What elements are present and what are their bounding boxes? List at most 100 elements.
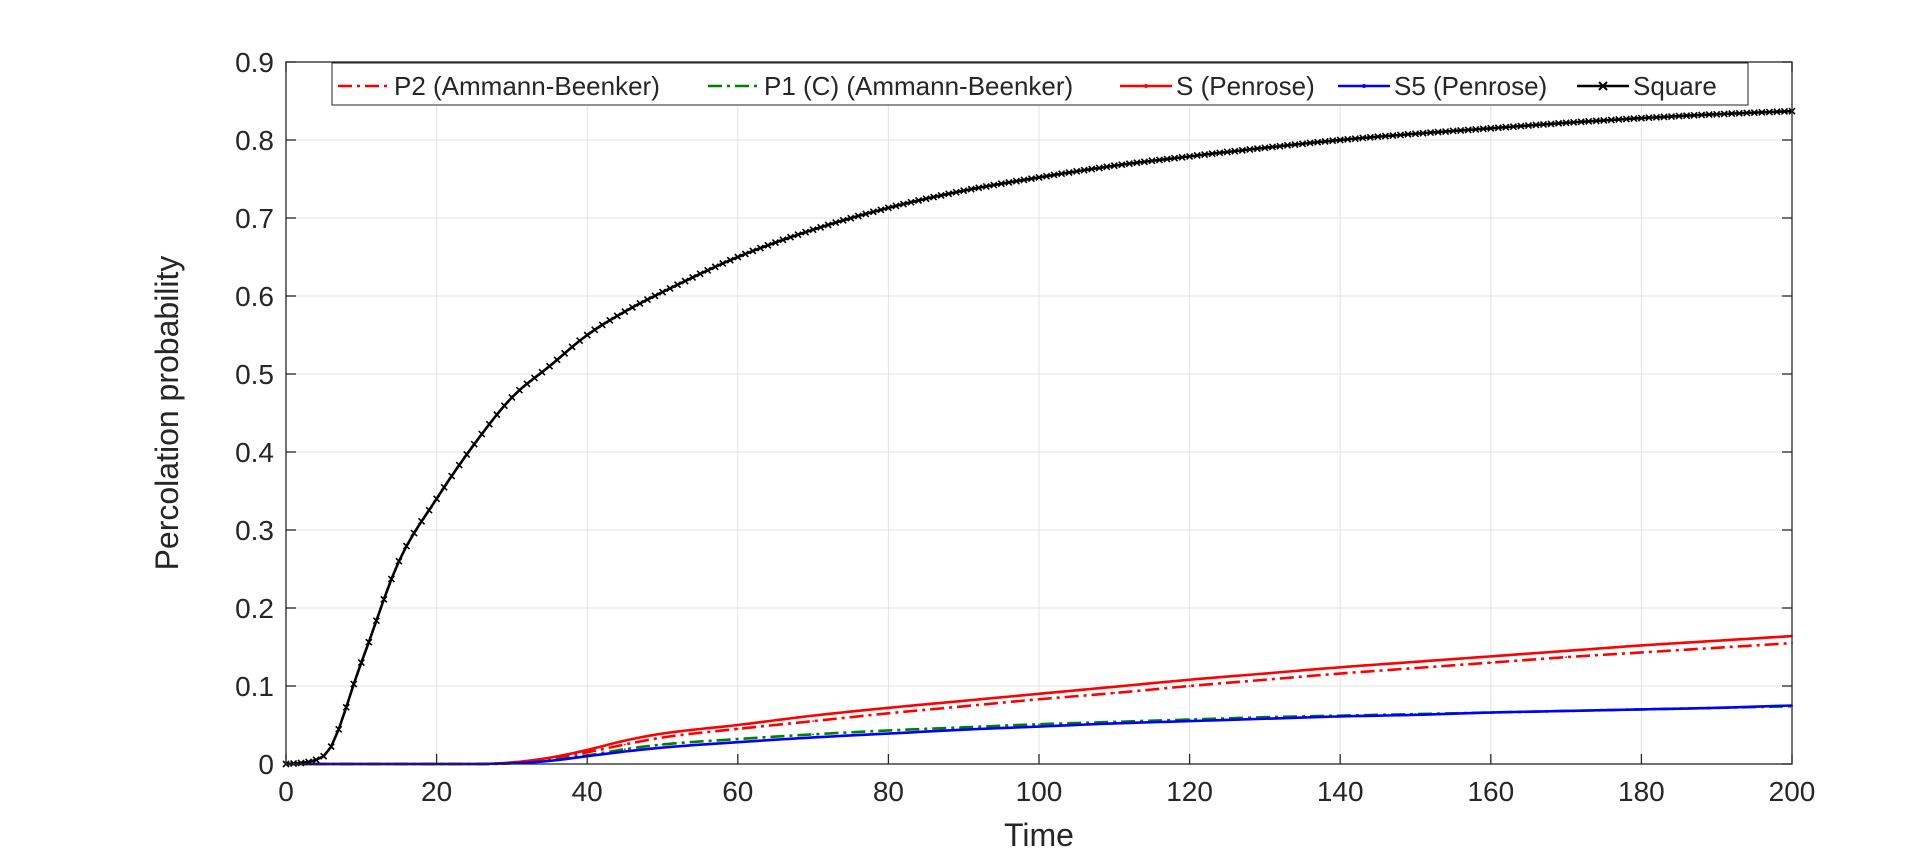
series-marker (1419, 129, 1427, 137)
series-marker (802, 228, 810, 236)
series-marker (937, 191, 945, 199)
series-marker (749, 247, 757, 255)
series-marker (1479, 125, 1487, 133)
data-point (736, 728, 739, 730)
data-point (887, 712, 890, 715)
series-marker (1660, 113, 1668, 121)
series-marker (741, 250, 749, 258)
legend-label: S (Penrose) (1176, 71, 1315, 101)
series-marker (591, 326, 599, 334)
series-marker (975, 184, 983, 192)
data-point (736, 738, 739, 740)
series-marker (689, 273, 697, 281)
data-point (586, 749, 589, 751)
legend-marker (1362, 84, 1366, 88)
series-marker (817, 223, 825, 231)
series-marker (786, 233, 795, 241)
data-point (1038, 723, 1040, 726)
series-marker (1705, 111, 1713, 119)
series-marker (1140, 158, 1148, 166)
data-point (1264, 678, 1266, 681)
data-point (1414, 660, 1417, 663)
series-marker (493, 411, 501, 419)
data-point (1715, 706, 1718, 709)
data-point (812, 720, 814, 722)
series-marker (372, 617, 380, 625)
data-point (1414, 713, 1417, 716)
x-tick-label: 100 (1016, 776, 1063, 807)
series-marker (523, 380, 531, 388)
series-marker (1216, 149, 1224, 157)
data-point (661, 736, 664, 739)
series-marker (1163, 155, 1171, 163)
series-marker (945, 190, 953, 198)
legend-item: S (Penrose) (1120, 71, 1315, 101)
data-point (1715, 646, 1718, 649)
y-tick-label: 0.7 (235, 203, 274, 234)
series-marker (1735, 109, 1743, 117)
data-point (962, 705, 965, 708)
series-marker (1698, 111, 1706, 119)
x-tick-label: 140 (1317, 776, 1364, 807)
x-tick-label: 180 (1618, 776, 1665, 807)
data-point (586, 334, 589, 336)
data-point (661, 732, 664, 735)
series-marker (1359, 134, 1367, 142)
series-marker (1645, 114, 1653, 122)
legend-box (331, 62, 1749, 106)
series-marker (779, 236, 787, 244)
series-marker (1381, 132, 1389, 140)
x-tick-label: 200 (1769, 776, 1816, 807)
data-point (1640, 117, 1643, 120)
series-marker (922, 195, 930, 203)
series-marker (1170, 154, 1179, 162)
series-marker (1690, 111, 1698, 119)
series-marker (1050, 171, 1058, 179)
series-layer (282, 107, 1796, 768)
series-marker (651, 292, 659, 300)
series-marker (1389, 131, 1397, 140)
series-marker (1585, 117, 1593, 125)
data-point (1339, 715, 1342, 718)
series-marker (997, 180, 1005, 188)
series-marker (350, 680, 358, 688)
data-point (887, 732, 890, 735)
y-tick-label: 0.6 (235, 281, 274, 312)
y-tick-label: 0 (258, 749, 274, 780)
series-marker (636, 299, 644, 307)
y-tick-label: 0.4 (235, 437, 274, 468)
series-marker (1780, 107, 1789, 116)
x-tick-label: 60 (722, 776, 753, 807)
data-point (812, 228, 814, 231)
series-marker (1118, 161, 1126, 169)
series-marker (1306, 139, 1314, 147)
series-marker (704, 266, 712, 274)
series-marker (485, 420, 493, 428)
series-marker (1630, 115, 1638, 123)
series-marker (598, 321, 606, 329)
data-point (1640, 651, 1643, 654)
series-marker (417, 517, 426, 525)
data-point (1489, 661, 1492, 664)
series-marker (982, 182, 990, 190)
series-marker (1133, 159, 1141, 167)
series-marker (643, 296, 652, 304)
series-marker (1449, 127, 1457, 135)
series-marker (1652, 113, 1661, 121)
data-point (548, 756, 551, 759)
data-point (1038, 698, 1040, 701)
x-tick-label: 120 (1166, 776, 1213, 807)
data-point (623, 739, 626, 742)
y-tick-label: 0.2 (235, 593, 274, 624)
data-point (1715, 639, 1718, 642)
series-marker (1155, 156, 1164, 164)
series-marker (854, 212, 862, 220)
series-marker (1231, 147, 1239, 155)
data-point (887, 706, 890, 709)
data-point (1264, 717, 1266, 720)
series-marker (1675, 112, 1683, 120)
series-marker (500, 402, 508, 410)
data-point (1640, 708, 1643, 711)
series-marker (1020, 176, 1028, 184)
series-marker (1027, 175, 1036, 183)
